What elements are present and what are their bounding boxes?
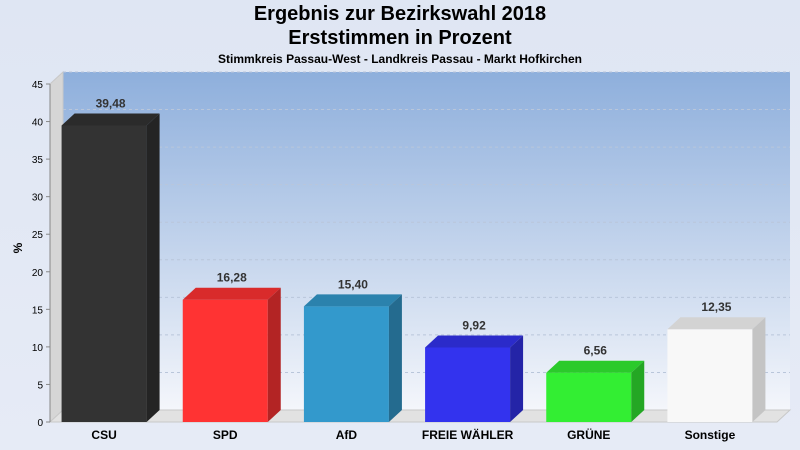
y-tick-label: 30 — [32, 193, 44, 204]
bar-value-label: 9,92 — [462, 318, 486, 332]
y-tick-label: 5 — [37, 380, 43, 391]
bar-top — [546, 360, 645, 373]
y-tick-label: 0 — [37, 418, 43, 429]
bar-value-label: 16,28 — [217, 271, 247, 285]
bar-front — [182, 299, 268, 422]
bar-side — [631, 360, 645, 422]
bar-value-label: 39,48 — [96, 96, 126, 110]
bar-grüne — [546, 360, 645, 422]
bar-side — [146, 113, 160, 422]
bar-front — [61, 125, 147, 422]
bar-sonstige — [667, 317, 766, 422]
bar-csu — [61, 113, 160, 422]
bar-side — [267, 287, 281, 422]
bar-freie-wähler — [425, 335, 524, 422]
bar-top — [667, 317, 766, 330]
bar-top — [303, 294, 402, 307]
bar-front — [546, 372, 632, 422]
bar-value-label: 6,56 — [584, 344, 608, 358]
x-category-label: AfD — [336, 428, 358, 442]
bar-top — [182, 287, 281, 300]
bar-side — [752, 317, 766, 422]
bar-top — [425, 335, 524, 348]
bar-front — [425, 347, 511, 422]
y-axis-label: % — [11, 242, 25, 253]
y-tick-label: 15 — [32, 305, 44, 316]
chart-subtitle: Stimmkreis Passau-West - Landkreis Passa… — [218, 52, 582, 66]
bar-afd — [303, 294, 402, 422]
bar-top — [61, 113, 160, 126]
bar-front — [303, 306, 389, 422]
bar-spd — [182, 287, 281, 422]
bar-front — [667, 329, 753, 422]
chart-title-line2: Erststimmen in Prozent — [288, 27, 512, 49]
labels: 0 5 10 15 20 25 30 35 40 45 39,48 CSU 16,28 SPD 15,40 A… — [32, 80, 736, 442]
y-tick-label: 40 — [32, 118, 44, 129]
bar-value-label: 15,40 — [338, 277, 368, 291]
chart-title: Ergebnis zur Bezirkswahl 2018 Erststimme… — [0, 2, 800, 50]
bar-side — [388, 294, 402, 422]
chart-title-line1: Ergebnis zur Bezirkswahl 2018 — [253, 3, 547, 25]
x-category-label: SPD — [213, 428, 238, 442]
x-category-label: Sonstige — [685, 428, 736, 442]
bar-side — [510, 335, 524, 422]
x-category-label: FREIE WÄHLER — [422, 427, 514, 442]
bar-value-label: 12,35 — [701, 300, 731, 314]
bars — [61, 113, 766, 422]
y-tick-label: 10 — [32, 343, 44, 354]
y-tick-label: 35 — [32, 155, 44, 166]
y-tick-label: 20 — [32, 268, 44, 279]
x-category-label: GRÜNE — [567, 427, 610, 442]
plot-side-wall — [49, 70, 64, 424]
x-category-label: CSU — [91, 428, 116, 442]
y-tick-label: 45 — [32, 80, 44, 91]
y-tick-label: 25 — [32, 230, 44, 241]
